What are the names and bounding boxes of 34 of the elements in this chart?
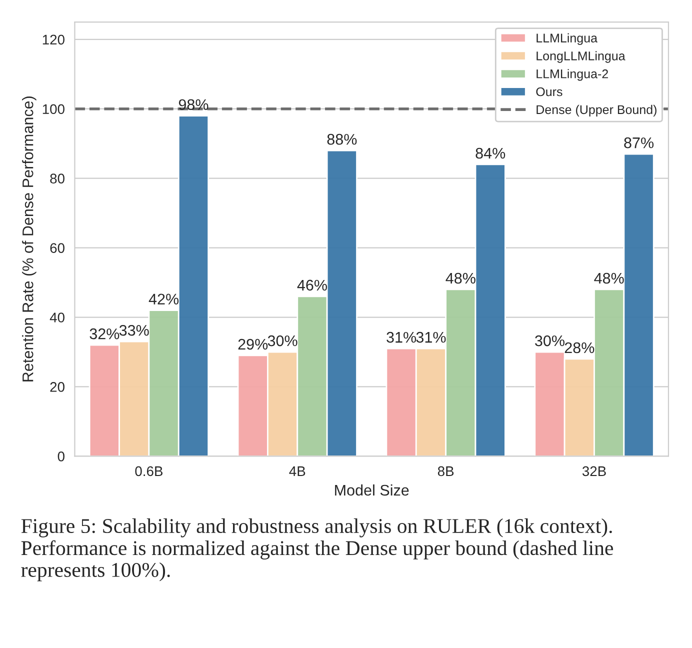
data-label: 87%	[624, 137, 654, 148]
y-tick-label: 80	[50, 174, 64, 184]
data-label: 46%	[297, 280, 327, 291]
y-tick-label: 60	[50, 243, 64, 253]
data-label: 32%	[90, 328, 120, 340]
data-label: 29%	[238, 338, 268, 350]
x-tick-label: 32B	[582, 466, 606, 476]
caption: Figure 5: Scalability and robustness analysis on RULER (16k context). Performance is normalized against the Dense upper bound (dashed line represents 100%).	[21, 518, 614, 582]
data-label: 30%	[268, 335, 298, 346]
ref-line-label: Dense (Upper Bound)	[536, 104, 656, 117]
data-label: 31%	[416, 332, 446, 343]
y-tick-label: 120	[42, 34, 64, 45]
y-tick-label: 20	[50, 382, 64, 392]
data-label: 31%	[386, 332, 416, 343]
data-label: 84%	[476, 148, 506, 159]
x-tick-label: 0.6B	[135, 466, 163, 476]
legend-label: LLMLingua-2	[536, 69, 608, 81]
y-tick-label: 100	[42, 104, 64, 114]
data-label: 88%	[327, 134, 357, 145]
data-label: 48%	[594, 272, 624, 284]
y-tick-label: 0	[58, 452, 64, 462]
data-label: 30%	[535, 335, 564, 346]
data-label: 28%	[564, 342, 594, 354]
x-axis-title: Model Size	[335, 484, 409, 496]
legend-label: Ours	[536, 87, 562, 96]
data-label: 33%	[119, 324, 149, 336]
data-label: 42%	[148, 294, 179, 304]
legend-label: LLMLingua	[536, 33, 598, 45]
y-tick-label: 40	[50, 312, 64, 322]
data-label: 48%	[446, 272, 476, 284]
y-axis-title: Retention Rate (% of Dense Performance)	[22, 96, 36, 382]
legend-label: LongLLMLingua	[536, 51, 626, 63]
x-tick-label: 8B	[438, 466, 454, 476]
x-tick-label: 4B	[289, 466, 306, 476]
